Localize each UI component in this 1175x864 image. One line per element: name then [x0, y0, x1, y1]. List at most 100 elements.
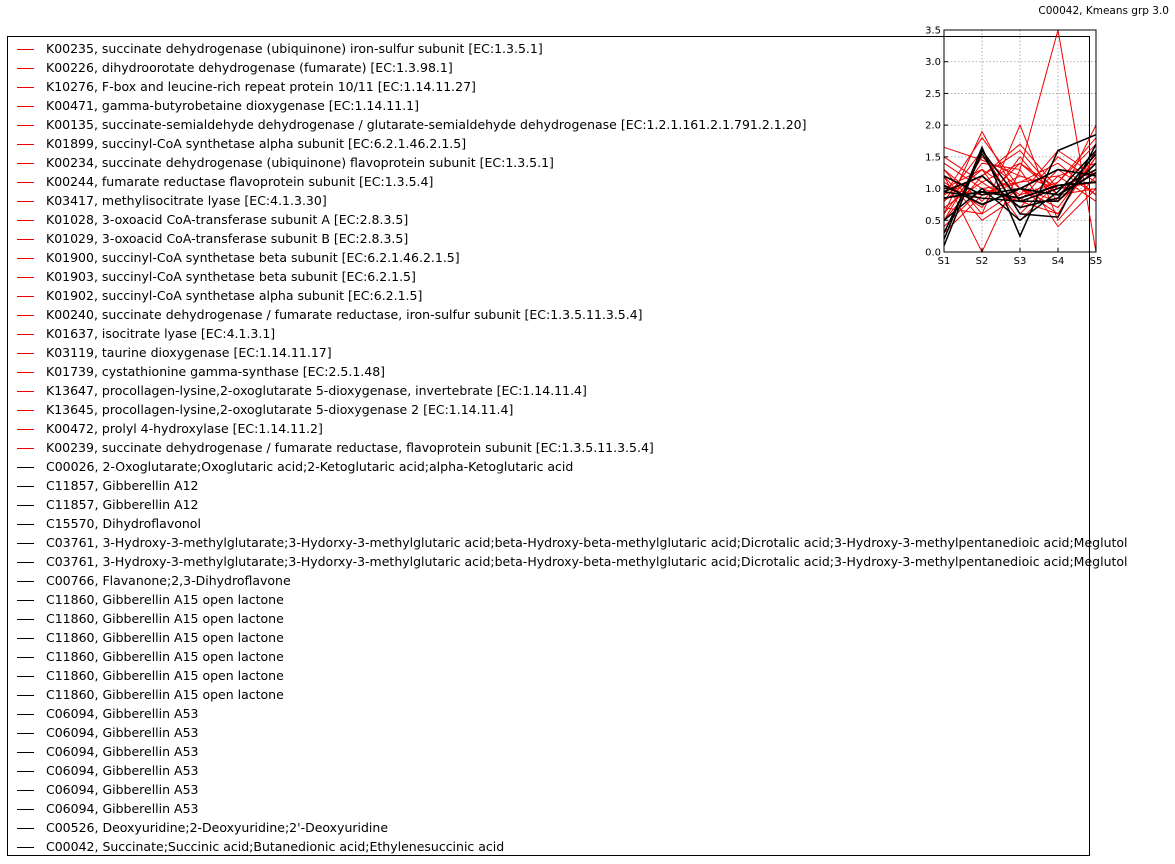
legend-entry: C03761, 3-Hydroxy-3-methylglutarate;3-Hy…	[8, 553, 1128, 572]
series-line-gene	[943, 29, 1097, 254]
legend-entry: C06094, Gibberellin A53	[8, 743, 1089, 762]
legend-label: K00472, prolyl 4-hydroxylase [EC:1.14.11…	[46, 421, 323, 436]
legend-entry: C11860, Gibberellin A15 open lactone	[8, 629, 1089, 648]
legend-swatch	[17, 372, 34, 373]
legend-swatch	[17, 467, 34, 468]
legend-entry: K00244, fumarate reductase flavoprotein …	[8, 173, 1089, 192]
legend-entry: K10276, F-box and leucine-rich repeat pr…	[8, 78, 1089, 97]
legend-label: K00226, dihydroorotate dehydrogenase (fu…	[46, 60, 453, 75]
legend-entry: C15570, Dihydroflavonol	[8, 515, 1089, 534]
legend-swatch	[17, 220, 34, 221]
legend-entry: C00526, Deoxyuridine;2-Deoxyuridine;2'-D…	[8, 819, 1089, 838]
legend-entry: K01902, succinyl-CoA synthetase alpha su…	[8, 287, 1089, 306]
legend-label: K01028, 3-oxoacid CoA-transferase subuni…	[46, 212, 409, 227]
legend-label: K01637, isocitrate lyase [EC:4.1.3.1]	[46, 326, 276, 341]
y-tick-label: 1.0	[925, 184, 941, 195]
legend-label: K13647, procollagen-lysine,2-oxoglutarat…	[46, 383, 587, 398]
series-lines	[943, 29, 1097, 254]
legend-entry: K00240, succinate dehydrogenase / fumara…	[8, 306, 1089, 325]
series-line-gene	[943, 123, 1097, 222]
legend-swatch	[17, 505, 34, 506]
legend-swatch	[17, 239, 34, 240]
legend-swatch	[17, 353, 34, 354]
legend-entry: K00235, succinate dehydrogenase (ubiquin…	[8, 40, 1089, 59]
legend-entry: K01029, 3-oxoacid CoA-transferase subuni…	[8, 230, 1089, 249]
x-tick-label: S4	[1052, 256, 1065, 267]
legend-swatch	[17, 182, 34, 183]
legend-label: C11860, Gibberellin A15 open lactone	[46, 592, 284, 607]
legend-label: K01902, succinyl-CoA synthetase alpha su…	[46, 288, 423, 303]
y-tick-label: 2.0	[925, 121, 941, 132]
legend-entry: K13647, procollagen-lysine,2-oxoglutarat…	[8, 382, 1089, 401]
x-tick-label: S5	[1090, 256, 1103, 267]
series-line-gene	[943, 162, 1097, 209]
legend-label: C00042, Succinate;Succinic acid;Butanedi…	[46, 839, 505, 854]
legend-swatch	[17, 334, 34, 335]
legend-entry: K01028, 3-oxoacid CoA-transferase subuni…	[8, 211, 1089, 230]
legend-label: K01903, succinyl-CoA synthetase beta sub…	[46, 269, 416, 284]
legend-label: C06094, Gibberellin A53	[46, 725, 199, 740]
legend-label: K01899, succinyl-CoA synthetase alpha su…	[46, 136, 467, 151]
legend-swatch	[17, 695, 34, 696]
legend-entry: C06094, Gibberellin A53	[8, 705, 1089, 724]
legend-swatch	[17, 619, 34, 620]
legend-label: K03417, methylisocitrate lyase [EC:4.1.3…	[46, 193, 327, 208]
plot-area-frame	[943, 29, 1097, 253]
legend-label: K03119, taurine dioxygenase [EC:1.14.11.…	[46, 345, 332, 360]
legend-label: C06094, Gibberellin A53	[46, 801, 199, 816]
legend-label: K01900, succinyl-CoA synthetase beta sub…	[46, 250, 460, 265]
legend-entry: K01900, succinyl-CoA synthetase beta sub…	[8, 249, 1089, 268]
legend-swatch	[17, 771, 34, 772]
legend-swatch	[17, 828, 34, 829]
legend-entry: C11860, Gibberellin A15 open lactone	[8, 667, 1089, 686]
legend-entry: K00135, succinate-semialdehyde dehydroge…	[8, 116, 1089, 135]
legend-label: K00471, gamma-butyrobetaine dioxygenase …	[46, 98, 420, 113]
legend-entry: C00042, Succinate;Succinic acid;Butanedi…	[8, 838, 1089, 857]
legend-swatch	[17, 277, 34, 278]
legend-label: K00235, succinate dehydrogenase (ubiquin…	[46, 41, 543, 56]
legend-swatch	[17, 638, 34, 639]
legend-entry: C00026, 2-Oxoglutarate;Oxoglutaric acid;…	[8, 458, 1089, 477]
legend-label: K01739, cystathionine gamma-synthase [EC…	[46, 364, 386, 379]
x-tick-label: S2	[976, 256, 989, 267]
series-line-compound	[943, 143, 1097, 234]
legend-entry: C11857, Gibberellin A12	[8, 496, 1089, 515]
legend-swatch	[17, 486, 34, 487]
y-tick-label: 3.5	[925, 26, 941, 37]
legend-label: C06094, Gibberellin A53	[46, 763, 199, 778]
legend-label: C11860, Gibberellin A15 open lactone	[46, 630, 284, 645]
legend-label: K00244, fumarate reductase flavoprotein …	[46, 174, 434, 189]
legend-swatch	[17, 562, 34, 563]
legend-swatch	[17, 125, 34, 126]
legend-entry: K00472, prolyl 4-hydroxylase [EC:1.14.11…	[8, 420, 1089, 439]
legend-label: C06094, Gibberellin A53	[46, 744, 199, 759]
legend-entry: K00226, dihydroorotate dehydrogenase (fu…	[8, 59, 1089, 78]
legend-label: C11857, Gibberellin A12	[46, 478, 199, 493]
legend-entry: C06094, Gibberellin A53	[8, 762, 1089, 781]
legend-label: C11860, Gibberellin A15 open lactone	[46, 687, 284, 702]
legend-label: K00240, succinate dehydrogenase / fumara…	[46, 307, 643, 322]
legend-label: C00766, Flavanone;2,3-Dihydroflavone	[46, 573, 291, 588]
legend-entry: K01739, cystathionine gamma-synthase [EC…	[8, 363, 1089, 382]
legend-label: K10276, F-box and leucine-rich repeat pr…	[46, 79, 476, 94]
legend-label: C11860, Gibberellin A15 open lactone	[46, 668, 284, 683]
legend-swatch	[17, 87, 34, 88]
legend-label: K00239, succinate dehydrogenase / fumara…	[46, 440, 654, 455]
legend-swatch	[17, 68, 34, 69]
legend-swatch	[17, 733, 34, 734]
series-line-compound	[943, 181, 1097, 199]
legend-swatch	[17, 448, 34, 449]
legend-label: C03761, 3-Hydroxy-3-methylglutarate;3-Hy…	[46, 535, 1128, 550]
legend-entry: C06094, Gibberellin A53	[8, 800, 1089, 819]
legend-swatch	[17, 600, 34, 601]
legend-swatch	[17, 201, 34, 202]
series-line-compound	[943, 172, 1097, 206]
y-tick-label: 0.5	[925, 216, 941, 227]
legend-entry: K01899, succinyl-CoA synthetase alpha su…	[8, 135, 1089, 154]
legend-entry: C11860, Gibberellin A15 open lactone	[8, 648, 1089, 667]
legend-label: C03761, 3-Hydroxy-3-methylglutarate;3-Hy…	[46, 554, 1128, 569]
legend-entry: K00239, succinate dehydrogenase / fumara…	[8, 439, 1089, 458]
legend-swatch	[17, 790, 34, 791]
legend-swatch	[17, 676, 34, 677]
axis-ticks: 0.0 0.5 1.0 1.5 2.0 2.5 3.0 3.5 S1 S2 S3 S4 S5	[925, 26, 1102, 268]
